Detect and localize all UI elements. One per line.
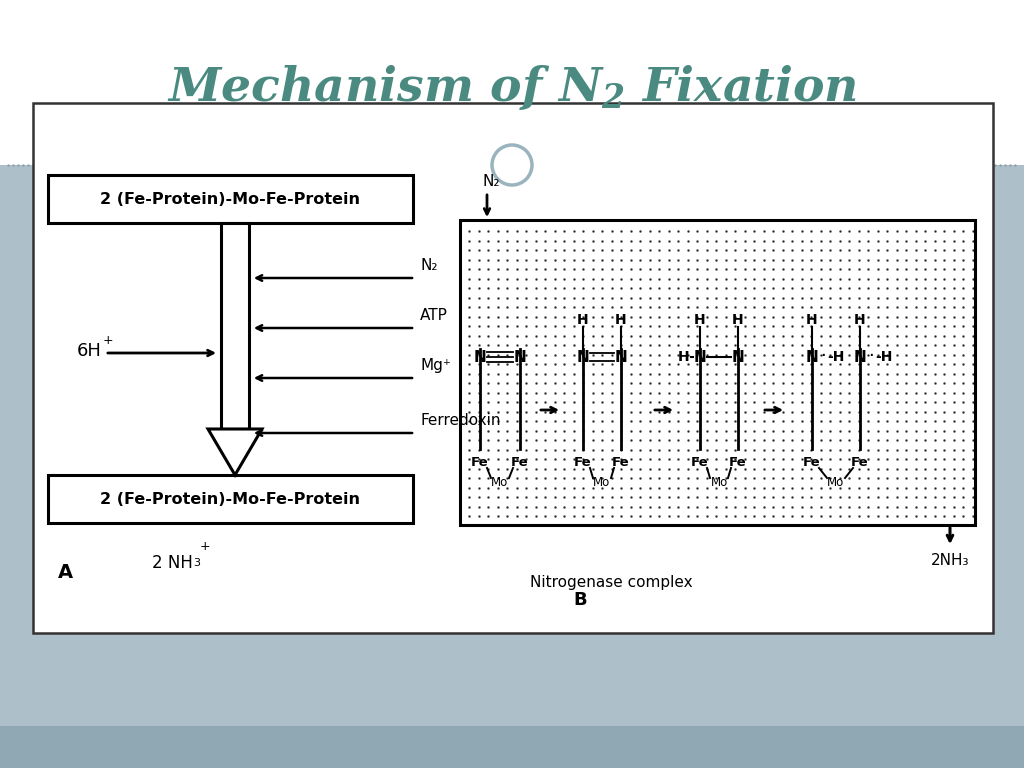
Text: Fe: Fe [612,456,630,469]
Text: ATP: ATP [420,308,447,323]
Text: +: + [103,333,114,346]
Text: H: H [615,313,627,327]
Text: H: H [806,313,818,327]
Text: H: H [732,313,743,327]
Text: Fe: Fe [851,456,868,469]
Text: N: N [474,349,486,365]
Text: H: H [694,313,706,327]
Text: ·: · [868,347,873,365]
Text: Mo: Mo [711,476,728,489]
Bar [460,220,975,525]
Text: Fe: Fe [471,456,488,469]
Text: Fe: Fe [574,456,592,469]
Text: N: N [577,349,590,365]
Text: Ferredoxin: Ferredoxin [420,413,501,428]
Text: N: N [614,349,628,365]
Bar [48,475,413,523]
Text: 2NH₃: 2NH₃ [931,553,970,568]
Text: Nitrogenase complex: Nitrogenase complex [530,575,692,591]
Text: B: B [573,591,587,609]
Text: Mg⁺: Mg⁺ [420,358,451,373]
Text: N: N [693,349,707,365]
Text: +: + [200,540,210,553]
Text: Mo: Mo [593,476,610,489]
Bar [33,103,993,633]
Polygon shape [208,429,262,475]
Text: 2 NH: 2 NH [153,554,193,572]
Text: H: H [678,350,690,364]
Text: -H: -H [874,350,892,364]
Text: Fe: Fe [691,456,709,469]
Text: -H: -H [827,350,845,364]
Text: 2 (Fe-Protein)-Mo-Fe-Protein: 2 (Fe-Protein)-Mo-Fe-Protein [100,492,360,507]
Text: ·: · [820,347,825,365]
Text: H: H [578,313,589,327]
Text: N: N [514,349,526,365]
Text: Fe: Fe [803,456,821,469]
Bar [0,726,1024,768]
Text: N₂: N₂ [420,258,437,273]
Text: N: N [731,349,744,365]
Text: Mechanism of N$_{\mathregular{2}}$ Fixation: Mechanism of N$_{\mathregular{2}}$ Fixat… [167,63,857,112]
Text: Mo: Mo [492,476,509,489]
Text: 3: 3 [193,558,200,568]
Text: N: N [854,349,866,365]
Bar [221,223,249,429]
Text: 6H: 6H [77,342,102,360]
Text: Fe: Fe [511,456,528,469]
Text: Fe: Fe [729,456,746,469]
Text: Mo: Mo [827,476,845,489]
Text: A: A [58,564,73,582]
Bar [48,175,413,223]
Text: N: N [806,349,818,365]
Bar [0,0,1024,165]
Text: N₂: N₂ [483,174,501,190]
Text: 2 (Fe-Protein)-Mo-Fe-Protein: 2 (Fe-Protein)-Mo-Fe-Protein [100,191,360,207]
Text: H: H [854,313,866,327]
